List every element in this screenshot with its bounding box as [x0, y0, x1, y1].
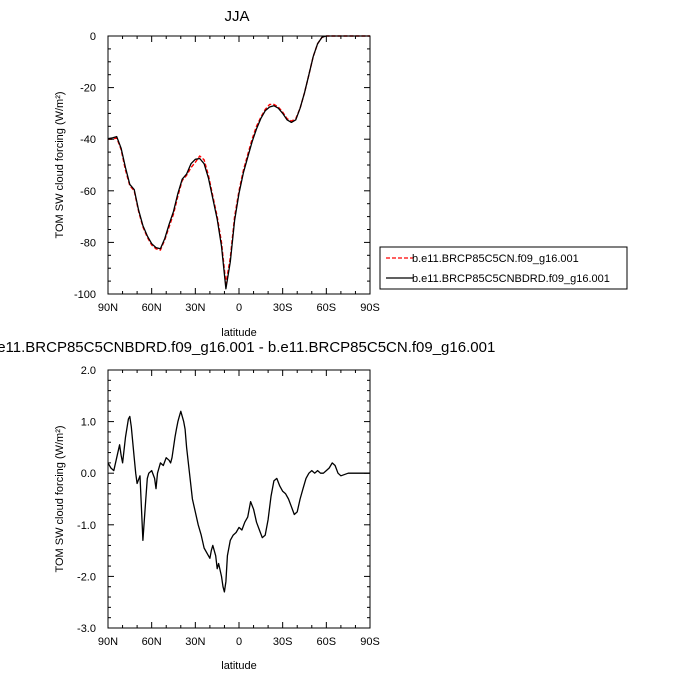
top-panel-frame [107, 35, 371, 295]
legend-box [379, 246, 628, 290]
top-ytick-label: -80 [80, 237, 96, 249]
bottom-panel-xlabel: latitude [221, 660, 256, 672]
top-panel-ticks: 90N 60N 30N 0 30S 60S 90S 0 -20 -40 -60 -80 -100 [74, 31, 380, 314]
legend-label-series-1: b.e11.BRCP85C5CN.f09_g16.001 [412, 253, 579, 265]
top-ytick-label: -20 [80, 83, 96, 95]
bottom-xtick-label: 0 [236, 636, 242, 648]
bottom-ytick-label: 0.0 [81, 468, 96, 480]
top-xtick-label: 60N [142, 302, 162, 314]
top-xtick-label: 90N [98, 302, 118, 314]
top-series-line-2 [107, 35, 370, 290]
bottom-xtick-label: 60N [142, 636, 162, 648]
top-panel: JJA 90N 60N 30N 0 30S 60S 90S 0 -20 -40 -60 -80 -100… [54, 8, 628, 339]
bottom-ytick-label: 1.0 [81, 417, 96, 429]
top-xtick-label: 60S [317, 302, 337, 314]
bottom-ytick-label: -2.0 [77, 571, 96, 583]
bottom-series-line-1 [107, 410, 370, 593]
bottom-xtick-label: 90N [98, 636, 118, 648]
top-panel-ylabel: TOM SW cloud forcing (W/m²) [54, 91, 66, 238]
bottom-panel-title: b.e11.BRCP85C5CNBDRD.f09_g16.001 - b.e11… [0, 339, 495, 356]
top-ytick-label: -40 [80, 134, 96, 146]
bottom-panel-ticks: 90N 60N 30N 0 30S 60S 90S 2.0 1.0 0.0 -1.0 -2.0 -3.0 [77, 365, 380, 648]
top-xtick-label: 30S [273, 302, 293, 314]
top-ytick-label: 0 [90, 31, 96, 43]
top-xtick-label: 90S [360, 302, 380, 314]
bottom-panel-frame [107, 369, 371, 629]
bottom-xtick-label: 30N [185, 636, 205, 648]
bottom-ytick-label: 2.0 [81, 365, 96, 377]
bottom-xtick-label: 60S [317, 636, 337, 648]
bottom-ytick-label: -3.0 [77, 623, 96, 635]
bottom-xtick-label: 90S [360, 636, 380, 648]
top-panel-legend: b.e11.BRCP85C5CN.f09_g16.001 b.e11.BRCP8… [379, 246, 628, 290]
legend-label-series-2: b.e11.BRCP85C5CNBDRD.f09_g16.001 [412, 273, 610, 285]
top-panel-xlabel: latitude [221, 327, 256, 339]
top-xtick-label: 0 [236, 302, 242, 314]
top-xtick-label: 30N [185, 302, 205, 314]
top-panel-series-group [107, 35, 370, 290]
bottom-panel-series-group [107, 410, 370, 593]
bottom-xtick-label: 30S [273, 636, 293, 648]
top-panel-title: JJA [224, 8, 249, 25]
top-ytick-label: -100 [74, 289, 96, 301]
bottom-ytick-label: -1.0 [77, 520, 96, 532]
bottom-panel-ylabel: TOM SW cloud forcing (W/m²) [54, 425, 66, 572]
bottom-panel: b.e11.BRCP85C5CNBDRD.f09_g16.001 - b.e11… [0, 339, 495, 672]
top-ytick-label: -60 [80, 186, 96, 198]
top-series-line-1 [108, 35, 370, 285]
